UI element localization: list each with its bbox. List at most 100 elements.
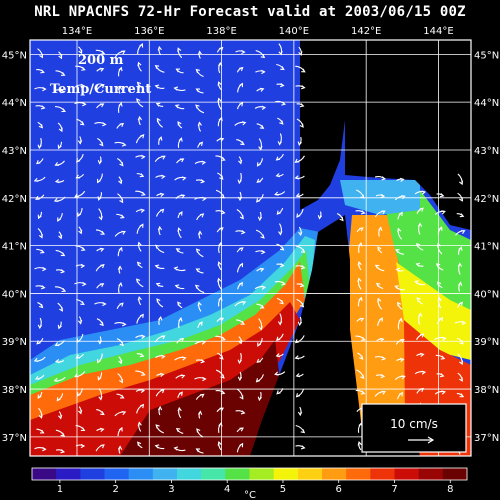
current-vector-head — [37, 324, 43, 330]
current-vector-head — [194, 284, 200, 289]
current-vector-head — [381, 210, 386, 215]
latitude-tick-label-left: 41°N — [2, 242, 27, 253]
current-vector-head — [137, 61, 142, 67]
latitude-tick-label-right: 44°N — [474, 98, 499, 109]
colorbar-frame — [31, 467, 468, 481]
current-vector-head — [175, 68, 180, 73]
current-vector-head — [57, 144, 62, 150]
current-vector-head — [161, 335, 166, 340]
current-vector-head — [416, 297, 421, 302]
current-vector-head — [139, 403, 145, 409]
current-vector-head — [379, 337, 385, 342]
current-vector-head — [357, 277, 362, 283]
current-vector-head — [53, 377, 59, 382]
current-vector-head — [414, 280, 419, 285]
current-vector-head — [159, 372, 165, 378]
current-vector-head — [421, 190, 427, 195]
current-vector-head — [137, 295, 142, 301]
current-vector-head — [197, 50, 203, 55]
current-vector-head — [97, 340, 103, 345]
current-vector-head — [377, 297, 382, 303]
current-vector-head — [198, 141, 204, 146]
current-vector-head — [439, 193, 445, 198]
latitude-tick-label-left: 40°N — [2, 289, 27, 300]
current-vector-head — [160, 389, 165, 394]
colorbar-tick-label: 7 — [391, 484, 397, 495]
current-vector-head — [399, 177, 405, 183]
current-vector-head — [375, 282, 381, 287]
current-vector-head — [157, 225, 163, 231]
current-vector-head — [277, 321, 283, 326]
current-vector-head — [173, 446, 179, 451]
current-vector-head — [118, 426, 123, 432]
current-vector-head — [80, 83, 86, 89]
current-vector-head — [58, 414, 63, 420]
current-vector-head — [300, 445, 306, 450]
current-vector-head — [154, 264, 160, 269]
current-vector-head — [78, 319, 83, 325]
current-vector-head — [117, 445, 123, 450]
current-vector-head — [217, 261, 222, 266]
current-vector-head — [399, 357, 405, 362]
current-vector-head — [239, 395, 244, 400]
colorbar-tick-label: 3 — [168, 484, 174, 495]
current-vector-head — [99, 427, 105, 432]
current-vector-head — [279, 263, 285, 268]
current-vector-head — [441, 390, 446, 395]
current-vector-head — [177, 301, 182, 306]
current-vector-head — [197, 230, 203, 235]
current-vector-head — [178, 137, 183, 142]
current-vector-head — [137, 441, 142, 446]
current-vector-head — [357, 440, 362, 446]
current-vector-head — [40, 429, 45, 434]
current-vector-head — [274, 371, 279, 376]
current-vector-head — [239, 82, 243, 88]
current-vector-head — [157, 405, 163, 411]
current-vector-head — [294, 339, 300, 344]
current-vector-head — [54, 161, 60, 166]
current-vector-head — [441, 210, 446, 215]
current-vector-head — [260, 54, 266, 59]
current-vector-head — [173, 266, 179, 271]
current-vector-head — [58, 307, 63, 312]
current-vector-head — [374, 264, 380, 269]
current-vector-head — [120, 394, 125, 399]
current-vector-head — [77, 212, 82, 218]
longitude-labels: 134°E 136°E 138°E 140°E 142°E 144°E — [62, 26, 454, 37]
current-vector-head — [155, 282, 161, 287]
current-vector-head — [139, 43, 144, 48]
current-vector-head — [174, 284, 180, 289]
page-title: NRL NPACNFS 72-Hr Forecast valid at 2003… — [34, 4, 466, 20]
current-vector-head — [401, 195, 406, 200]
current-vector-head — [275, 173, 281, 178]
current-vector-head — [60, 72, 66, 76]
current-vector-head — [361, 336, 366, 341]
current-vector-head — [419, 352, 425, 358]
current-vector-head — [178, 316, 183, 322]
current-vector-head — [239, 214, 244, 220]
current-vector-head — [359, 227, 364, 232]
current-vector-head — [239, 247, 244, 252]
current-vector-head — [120, 214, 125, 219]
current-vector-head — [419, 387, 425, 393]
current-vector-head — [394, 285, 399, 290]
current-vector-head — [60, 252, 66, 257]
current-vector-head — [459, 360, 464, 366]
current-vector-head — [240, 320, 246, 325]
latitude-tick-label-right: 43°N — [474, 146, 499, 157]
colorbar-swatch — [201, 468, 226, 480]
current-vector-head — [76, 158, 81, 163]
current-vector-head — [155, 424, 160, 429]
current-vector-head — [200, 359, 206, 364]
current-vector-head — [241, 49, 246, 55]
current-vector-head — [61, 288, 67, 293]
colorbar-swatch — [273, 468, 299, 480]
current-vector-head — [195, 68, 200, 74]
current-vector-head — [117, 85, 123, 90]
current-vector-head — [178, 211, 183, 216]
current-vector-head — [54, 342, 60, 346]
current-vector-head — [260, 234, 265, 239]
current-vector-head — [358, 296, 363, 302]
current-vector-head — [139, 353, 145, 358]
colorbar-swatch — [249, 468, 275, 480]
